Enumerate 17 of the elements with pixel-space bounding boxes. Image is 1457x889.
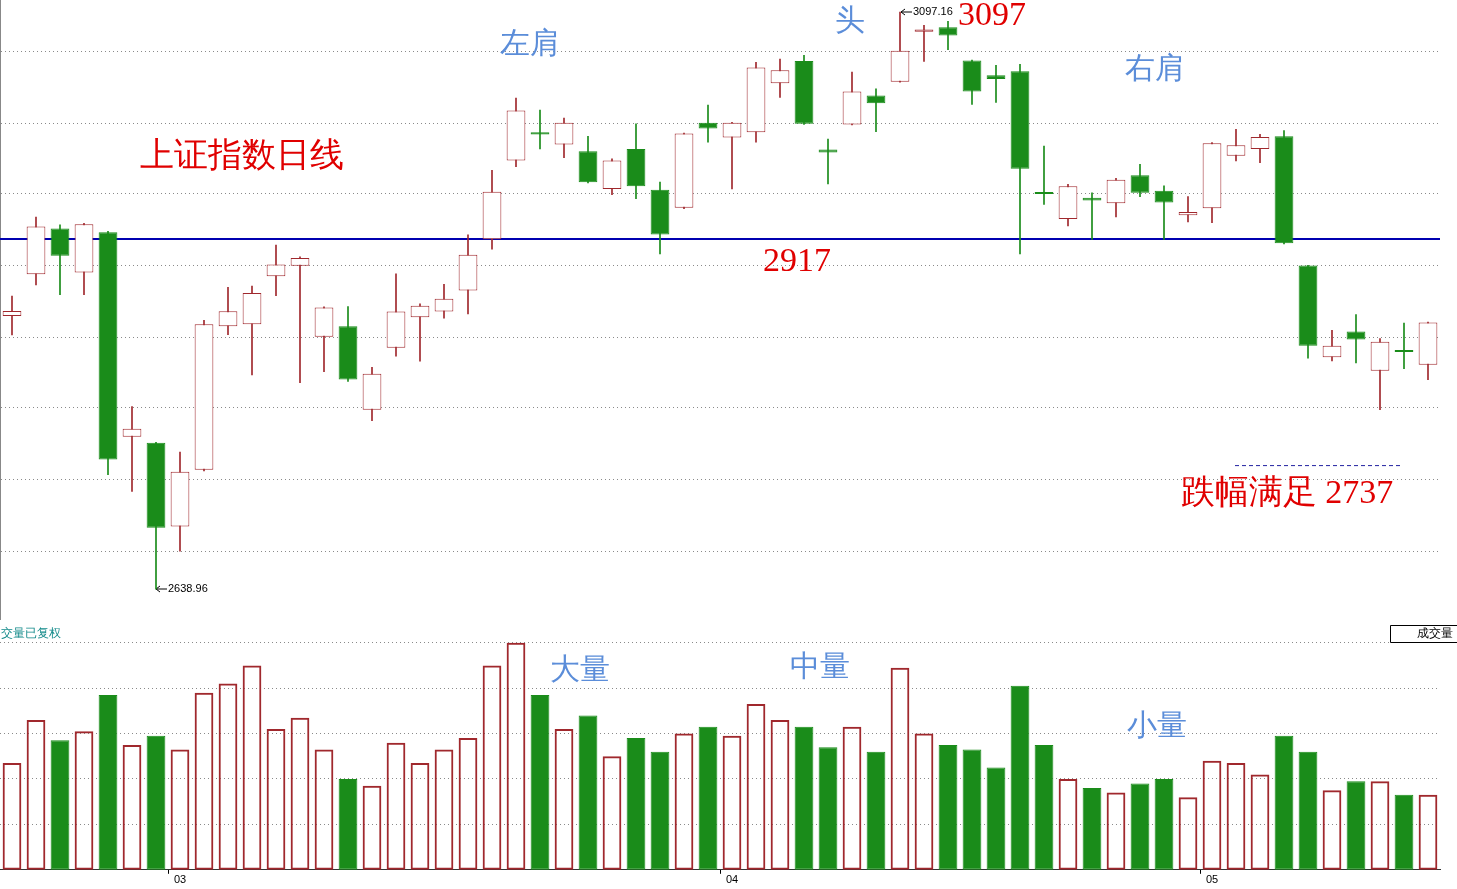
annotation: 中量: [790, 648, 850, 682]
x-tick-label: 04: [725, 873, 739, 886]
annotation: 小量: [1127, 707, 1187, 741]
x-tick-label: 05: [1205, 873, 1219, 886]
annotation: 3097.16: [913, 5, 953, 18]
text: 成交量: [1417, 626, 1453, 641]
x-tick-label: 03: [173, 873, 187, 886]
annotation: 3097: [958, 0, 1026, 32]
text: 上证指数日线: [140, 135, 344, 173]
ref-line-label: 跌幅满足 2737: [1180, 472, 1394, 510]
annotation: 右肩: [1125, 50, 1185, 84]
ref-line-label: 2917: [763, 240, 831, 278]
annotation: 大量: [550, 651, 610, 685]
annotation: 头: [835, 2, 865, 36]
annotation: 2638.96: [168, 582, 208, 595]
text: 交量已复权: [1, 626, 61, 641]
annotation: 左肩: [500, 25, 560, 59]
